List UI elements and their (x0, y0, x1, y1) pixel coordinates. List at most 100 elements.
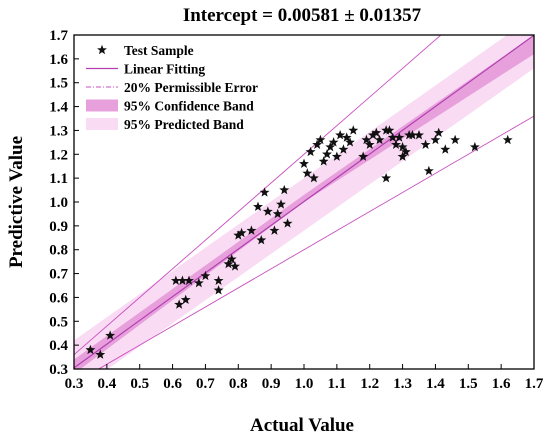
y-tick-label: 1.7 (49, 28, 68, 44)
data-point (345, 137, 355, 147)
data-point (371, 127, 382, 138)
data-point (335, 130, 346, 140)
legend-item: Test Sample (97, 43, 194, 58)
data-point (450, 134, 461, 145)
data-point (397, 141, 408, 152)
x-tick-label: 0.9 (262, 376, 281, 392)
data-point (180, 294, 191, 305)
x-tick-label: 1.4 (426, 376, 445, 392)
y-tick-label: 0.4 (49, 338, 68, 354)
data-point (85, 344, 96, 355)
data-point (246, 225, 257, 235)
data-point (381, 172, 392, 183)
data-point (423, 165, 434, 176)
data-point (348, 125, 359, 135)
data-point (213, 285, 224, 295)
legend: Test Sample Linear Fitting 20% Permissible… (86, 43, 258, 132)
y-tick-label: 0.7 (49, 267, 68, 283)
y-tick-label: 1.1 (49, 171, 68, 187)
legend-confidence-swatch (86, 99, 118, 112)
legend-prediction-swatch (86, 118, 118, 130)
data-point (223, 258, 234, 269)
data-point (400, 146, 411, 157)
x-tick-label: 1.6 (492, 376, 511, 392)
lower-error-line (97, 115, 534, 369)
data-point (269, 225, 280, 235)
y-axis: 0.3 0.4 0.5 0.6 0.7 0.8 0.9 1.0 1.1 1.2 1.3 1.4 1.5 1… (49, 28, 79, 378)
fit-line (74, 35, 534, 369)
x-tick-label: 0.3 (65, 376, 84, 392)
data-point (381, 125, 392, 135)
y-axis-label: Predictive Value (6, 136, 27, 268)
data-point (440, 144, 451, 154)
data-point (226, 254, 237, 264)
data-point (256, 234, 267, 245)
y-tick-label: 1.6 (49, 52, 68, 68)
legend-label: Linear Fitting (124, 62, 205, 77)
data-point (230, 261, 240, 271)
legend-item: Linear Fitting (86, 62, 205, 77)
y-tick-label: 0.8 (49, 243, 68, 259)
data-point (233, 230, 244, 240)
y-tick-label: 1.2 (49, 147, 68, 163)
data-point (469, 141, 480, 152)
y-tick-label: 0.9 (49, 219, 68, 235)
data-point (318, 156, 329, 166)
data-point (272, 208, 283, 219)
y-tick-label: 0.5 (49, 314, 68, 330)
legend-label: 95% Predicted Band (124, 117, 244, 132)
data-point (174, 299, 185, 309)
data-point (305, 146, 316, 157)
legend-item: 95% Confidence Band (86, 99, 254, 114)
data-point (95, 349, 106, 359)
data-point (259, 187, 270, 197)
data-point (387, 132, 398, 142)
data-point (177, 275, 188, 285)
x-tick-label: 1.1 (327, 376, 346, 392)
data-point (331, 151, 342, 161)
y-tick-label: 1.4 (49, 100, 68, 116)
data-point (236, 227, 247, 238)
x-tick-label: 0.5 (130, 376, 149, 392)
data-point (200, 270, 211, 281)
y-tick-label: 0.6 (49, 290, 68, 306)
x-tick-label: 0.8 (229, 376, 248, 392)
data-point (502, 134, 513, 145)
upper-error-line (74, 35, 442, 356)
y-tick-label: 1.3 (49, 123, 68, 139)
x-tick-label: 1.0 (295, 376, 314, 392)
data-point (105, 330, 116, 340)
y-tick-label: 1.5 (49, 76, 68, 92)
y-tick-label: 0.3 (49, 362, 68, 378)
data-point (358, 151, 369, 161)
data-point (282, 218, 293, 228)
chart-title: Intercept = 0.00581 ± 0.01357 (183, 5, 422, 26)
data-point (407, 130, 418, 140)
data-point (338, 144, 349, 154)
data-point (328, 137, 339, 147)
data-point (361, 134, 372, 145)
data-point (322, 149, 332, 159)
data-point (394, 132, 405, 142)
data-point (315, 134, 326, 145)
legend-label: Test Sample (124, 43, 194, 58)
data-point (302, 168, 313, 178)
data-point (397, 151, 408, 161)
data-point (262, 206, 273, 216)
data-point (430, 134, 441, 145)
x-tick-label: 0.4 (97, 376, 116, 392)
data-point (170, 275, 181, 285)
legend-item: 20% Permissible Error (86, 80, 258, 95)
data-point (253, 201, 263, 211)
data-point (420, 139, 431, 149)
legend-label: 20% Permissible Error (124, 80, 258, 95)
data-point (325, 141, 336, 152)
data-point (193, 277, 204, 288)
x-tick-label: 1.3 (393, 376, 412, 392)
x-axis-label: Actual Value (250, 415, 354, 436)
data-point (299, 158, 309, 169)
data-point (312, 139, 323, 149)
x-tick-label: 1.7 (525, 376, 544, 392)
data-point (184, 275, 194, 285)
data-point (276, 199, 286, 209)
